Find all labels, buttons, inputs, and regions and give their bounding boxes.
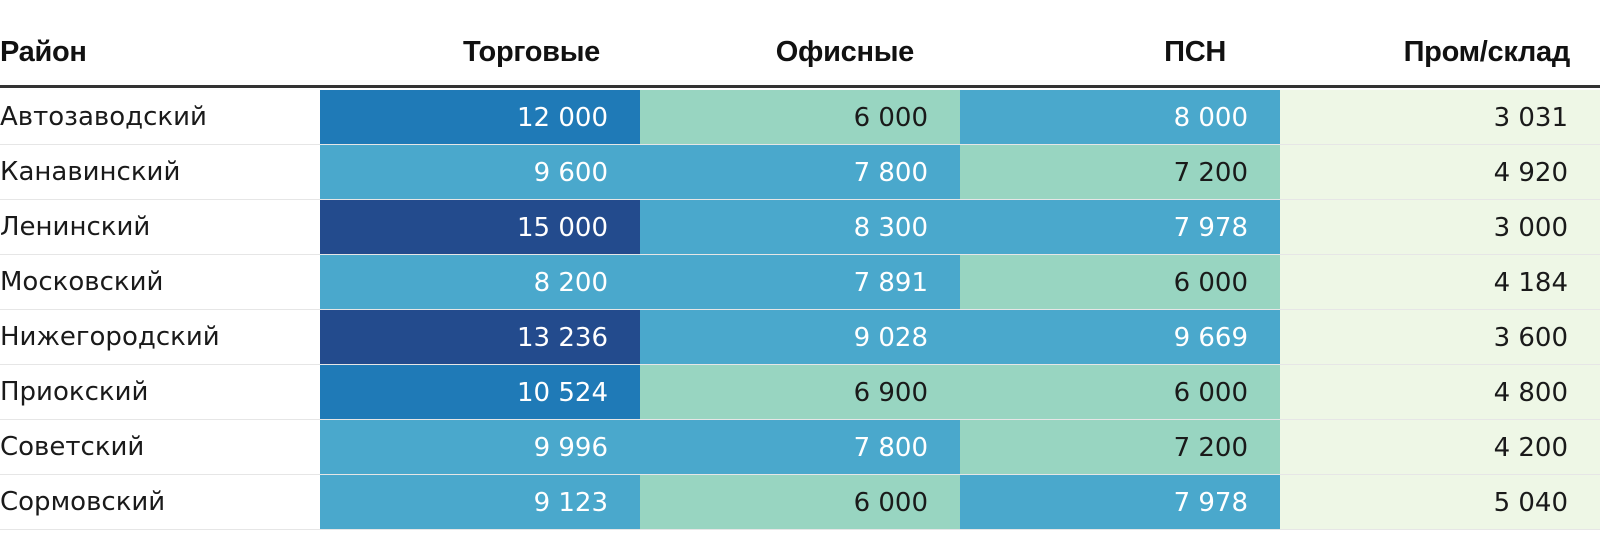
- table-row: Ленинский 15 000 8 300 7 978 3 000: [0, 200, 1600, 255]
- row-divider: [0, 474, 1600, 475]
- column-header-district: Район: [0, 36, 87, 68]
- row-divider: [0, 364, 1600, 365]
- table-row: Автозаводский 12 000 6 000 8 000 3 031: [0, 90, 1600, 145]
- row-divider: [0, 199, 1600, 200]
- value-cell-office: 6 000: [640, 475, 960, 530]
- table-row: Нижегородский 13 236 9 028 9 669 3 600: [0, 310, 1600, 365]
- value-cell-office: 7 800: [640, 420, 960, 475]
- value-cell-industrial: 3 000: [1280, 200, 1600, 255]
- district-name: Канавинский: [0, 157, 181, 187]
- district-name: Автозаводский: [0, 102, 207, 132]
- district-name: Московский: [0, 267, 164, 297]
- value-cell-office: 7 891: [640, 255, 960, 310]
- value-cell-industrial: 4 200: [1280, 420, 1600, 475]
- value-cell-retail: 9 123: [320, 475, 640, 530]
- value-cell-retail: 12 000: [320, 90, 640, 145]
- value-cell-psn: 7 978: [960, 475, 1280, 530]
- table-header: Район Торговые Офисные ПСН Пром/склад: [0, 0, 1600, 88]
- district-name: Приокский: [0, 377, 149, 407]
- value-cell-retail: 10 524: [320, 365, 640, 420]
- column-header-office: Офисные: [775, 36, 915, 68]
- district-name: Ленинский: [0, 212, 151, 242]
- table-row: Приокский 10 524 6 900 6 000 4 800: [0, 365, 1600, 420]
- value-cell-psn: 9 669: [960, 310, 1280, 365]
- value-cell-office: 7 800: [640, 145, 960, 200]
- value-cell-psn: 6 000: [960, 255, 1280, 310]
- value-cell-psn: 6 000: [960, 365, 1280, 420]
- table-row: Сормовский 9 123 6 000 7 978 5 040: [0, 475, 1600, 530]
- value-cell-psn: 7 200: [960, 145, 1280, 200]
- row-divider: [0, 529, 1600, 530]
- row-divider: [0, 254, 1600, 255]
- value-cell-office: 6 000: [640, 90, 960, 145]
- row-divider: [0, 419, 1600, 420]
- value-cell-psn: 8 000: [960, 90, 1280, 145]
- value-cell-industrial: 3 031: [1280, 90, 1600, 145]
- value-cell-retail: 9 600: [320, 145, 640, 200]
- table-row: Московский 8 200 7 891 6 000 4 184: [0, 255, 1600, 310]
- value-cell-industrial: 4 800: [1280, 365, 1600, 420]
- district-name: Сормовский: [0, 487, 166, 517]
- value-cell-office: 9 028: [640, 310, 960, 365]
- value-cell-psn: 7 978: [960, 200, 1280, 255]
- table-row: Канавинский 9 600 7 800 7 200 4 920: [0, 145, 1600, 200]
- value-cell-office: 8 300: [640, 200, 960, 255]
- row-divider: [0, 144, 1600, 145]
- value-cell-retail: 13 236: [320, 310, 640, 365]
- table-row: Советский 9 996 7 800 7 200 4 200: [0, 420, 1600, 475]
- column-header-industrial: Пром/склад: [1403, 36, 1571, 68]
- value-cell-office: 6 900: [640, 365, 960, 420]
- district-name: Советский: [0, 432, 145, 462]
- value-cell-industrial: 4 920: [1280, 145, 1600, 200]
- value-cell-industrial: 5 040: [1280, 475, 1600, 530]
- value-cell-industrial: 3 600: [1280, 310, 1600, 365]
- district-name: Нижегородский: [0, 322, 220, 352]
- column-header-psn: ПСН: [1164, 36, 1226, 68]
- value-cell-retail: 15 000: [320, 200, 640, 255]
- value-cell-industrial: 4 184: [1280, 255, 1600, 310]
- row-divider: [0, 309, 1600, 310]
- value-cell-psn: 7 200: [960, 420, 1280, 475]
- value-cell-retail: 9 996: [320, 420, 640, 475]
- value-cell-retail: 8 200: [320, 255, 640, 310]
- column-header-retail: Торговые: [462, 36, 600, 68]
